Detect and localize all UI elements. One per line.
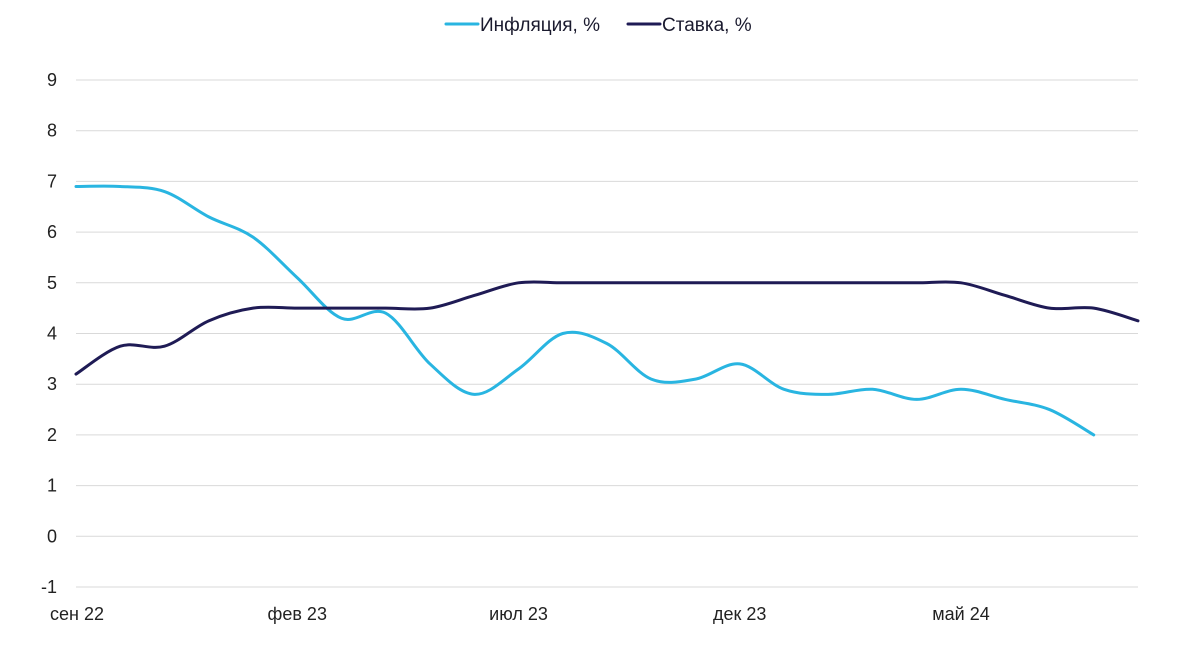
x-axis-ticks: сен 22 фев 23 июл 23 дек 23 май 24 bbox=[50, 604, 990, 624]
y-tick-label: 5 bbox=[47, 273, 57, 293]
y-tick-label: 7 bbox=[47, 171, 57, 191]
legend: Инфляция, % Ставка, % bbox=[444, 15, 752, 36]
y-tick-label: 1 bbox=[47, 476, 57, 496]
series-line-inflation bbox=[74, 184, 1096, 437]
x-tick-label: май 24 bbox=[932, 604, 989, 624]
y-tick-label: 3 bbox=[47, 374, 57, 394]
series-line-rate bbox=[74, 280, 1140, 376]
x-tick-label: сен 22 bbox=[50, 604, 104, 624]
x-tick-label: фев 23 bbox=[268, 604, 327, 624]
y-tick-label: 2 bbox=[47, 425, 57, 445]
y-tick-label: 0 bbox=[47, 526, 57, 546]
y-tick-label: 4 bbox=[47, 324, 57, 344]
legend-label: Ставка, % bbox=[662, 15, 752, 36]
legend-label: Инфляция, % bbox=[480, 15, 600, 36]
y-tick-label: 6 bbox=[47, 222, 57, 242]
x-tick-label: июл 23 bbox=[489, 604, 548, 624]
y-tick-label: -1 bbox=[41, 577, 57, 597]
series-group bbox=[74, 184, 1140, 437]
y-tick-label: 8 bbox=[47, 121, 57, 141]
x-tick-label: дек 23 bbox=[713, 604, 766, 624]
y-tick-label: 9 bbox=[47, 70, 57, 90]
grid bbox=[76, 79, 1138, 588]
y-axis-ticks: 9 8 7 6 5 4 3 2 1 0 -1 bbox=[41, 70, 57, 597]
